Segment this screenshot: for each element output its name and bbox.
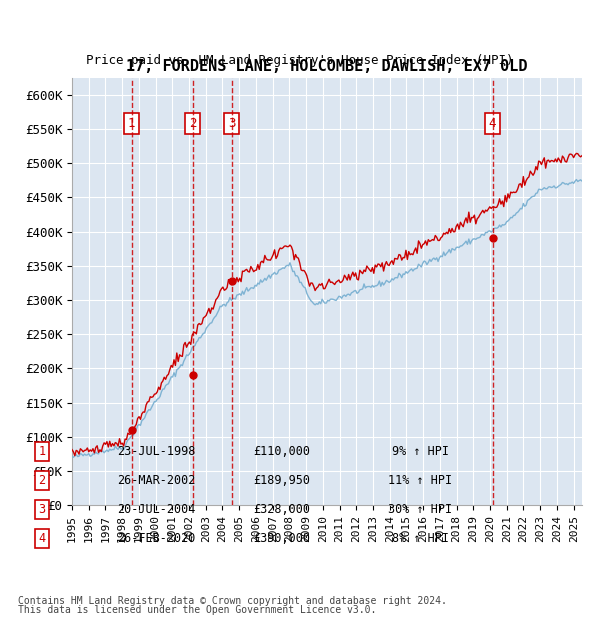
Text: This data is licensed under the Open Government Licence v3.0.: This data is licensed under the Open Gov…: [18, 605, 376, 615]
Text: 1: 1: [38, 445, 46, 458]
Text: £328,000: £328,000: [254, 503, 311, 516]
Text: 4: 4: [489, 117, 496, 130]
Text: Price paid vs. HM Land Registry's House Price Index (HPI): Price paid vs. HM Land Registry's House …: [86, 55, 514, 67]
Text: 8% ↑ HPI: 8% ↑ HPI: [392, 533, 449, 545]
Text: £189,950: £189,950: [254, 474, 311, 487]
Text: 11% ↑ HPI: 11% ↑ HPI: [388, 474, 452, 487]
Text: 26-MAR-2002: 26-MAR-2002: [117, 474, 195, 487]
Text: 2: 2: [189, 117, 197, 130]
Text: 2: 2: [38, 474, 46, 487]
Text: 9% ↑ HPI: 9% ↑ HPI: [392, 445, 449, 458]
Text: £390,000: £390,000: [254, 533, 311, 545]
Text: 26-FEB-2020: 26-FEB-2020: [117, 533, 195, 545]
Text: 4: 4: [38, 533, 46, 545]
Text: 20-JUL-2004: 20-JUL-2004: [117, 503, 195, 516]
Title: 17, FORDENS LANE, HOLCOMBE, DAWLISH, EX7 0LD: 17, FORDENS LANE, HOLCOMBE, DAWLISH, EX7…: [126, 58, 528, 74]
Text: 30% ↑ HPI: 30% ↑ HPI: [388, 503, 452, 516]
Text: £110,000: £110,000: [254, 445, 311, 458]
Text: 1: 1: [128, 117, 135, 130]
Text: 3: 3: [38, 503, 46, 516]
Text: Contains HM Land Registry data © Crown copyright and database right 2024.: Contains HM Land Registry data © Crown c…: [18, 596, 447, 606]
Text: 23-JUL-1998: 23-JUL-1998: [117, 445, 195, 458]
Text: 3: 3: [228, 117, 235, 130]
